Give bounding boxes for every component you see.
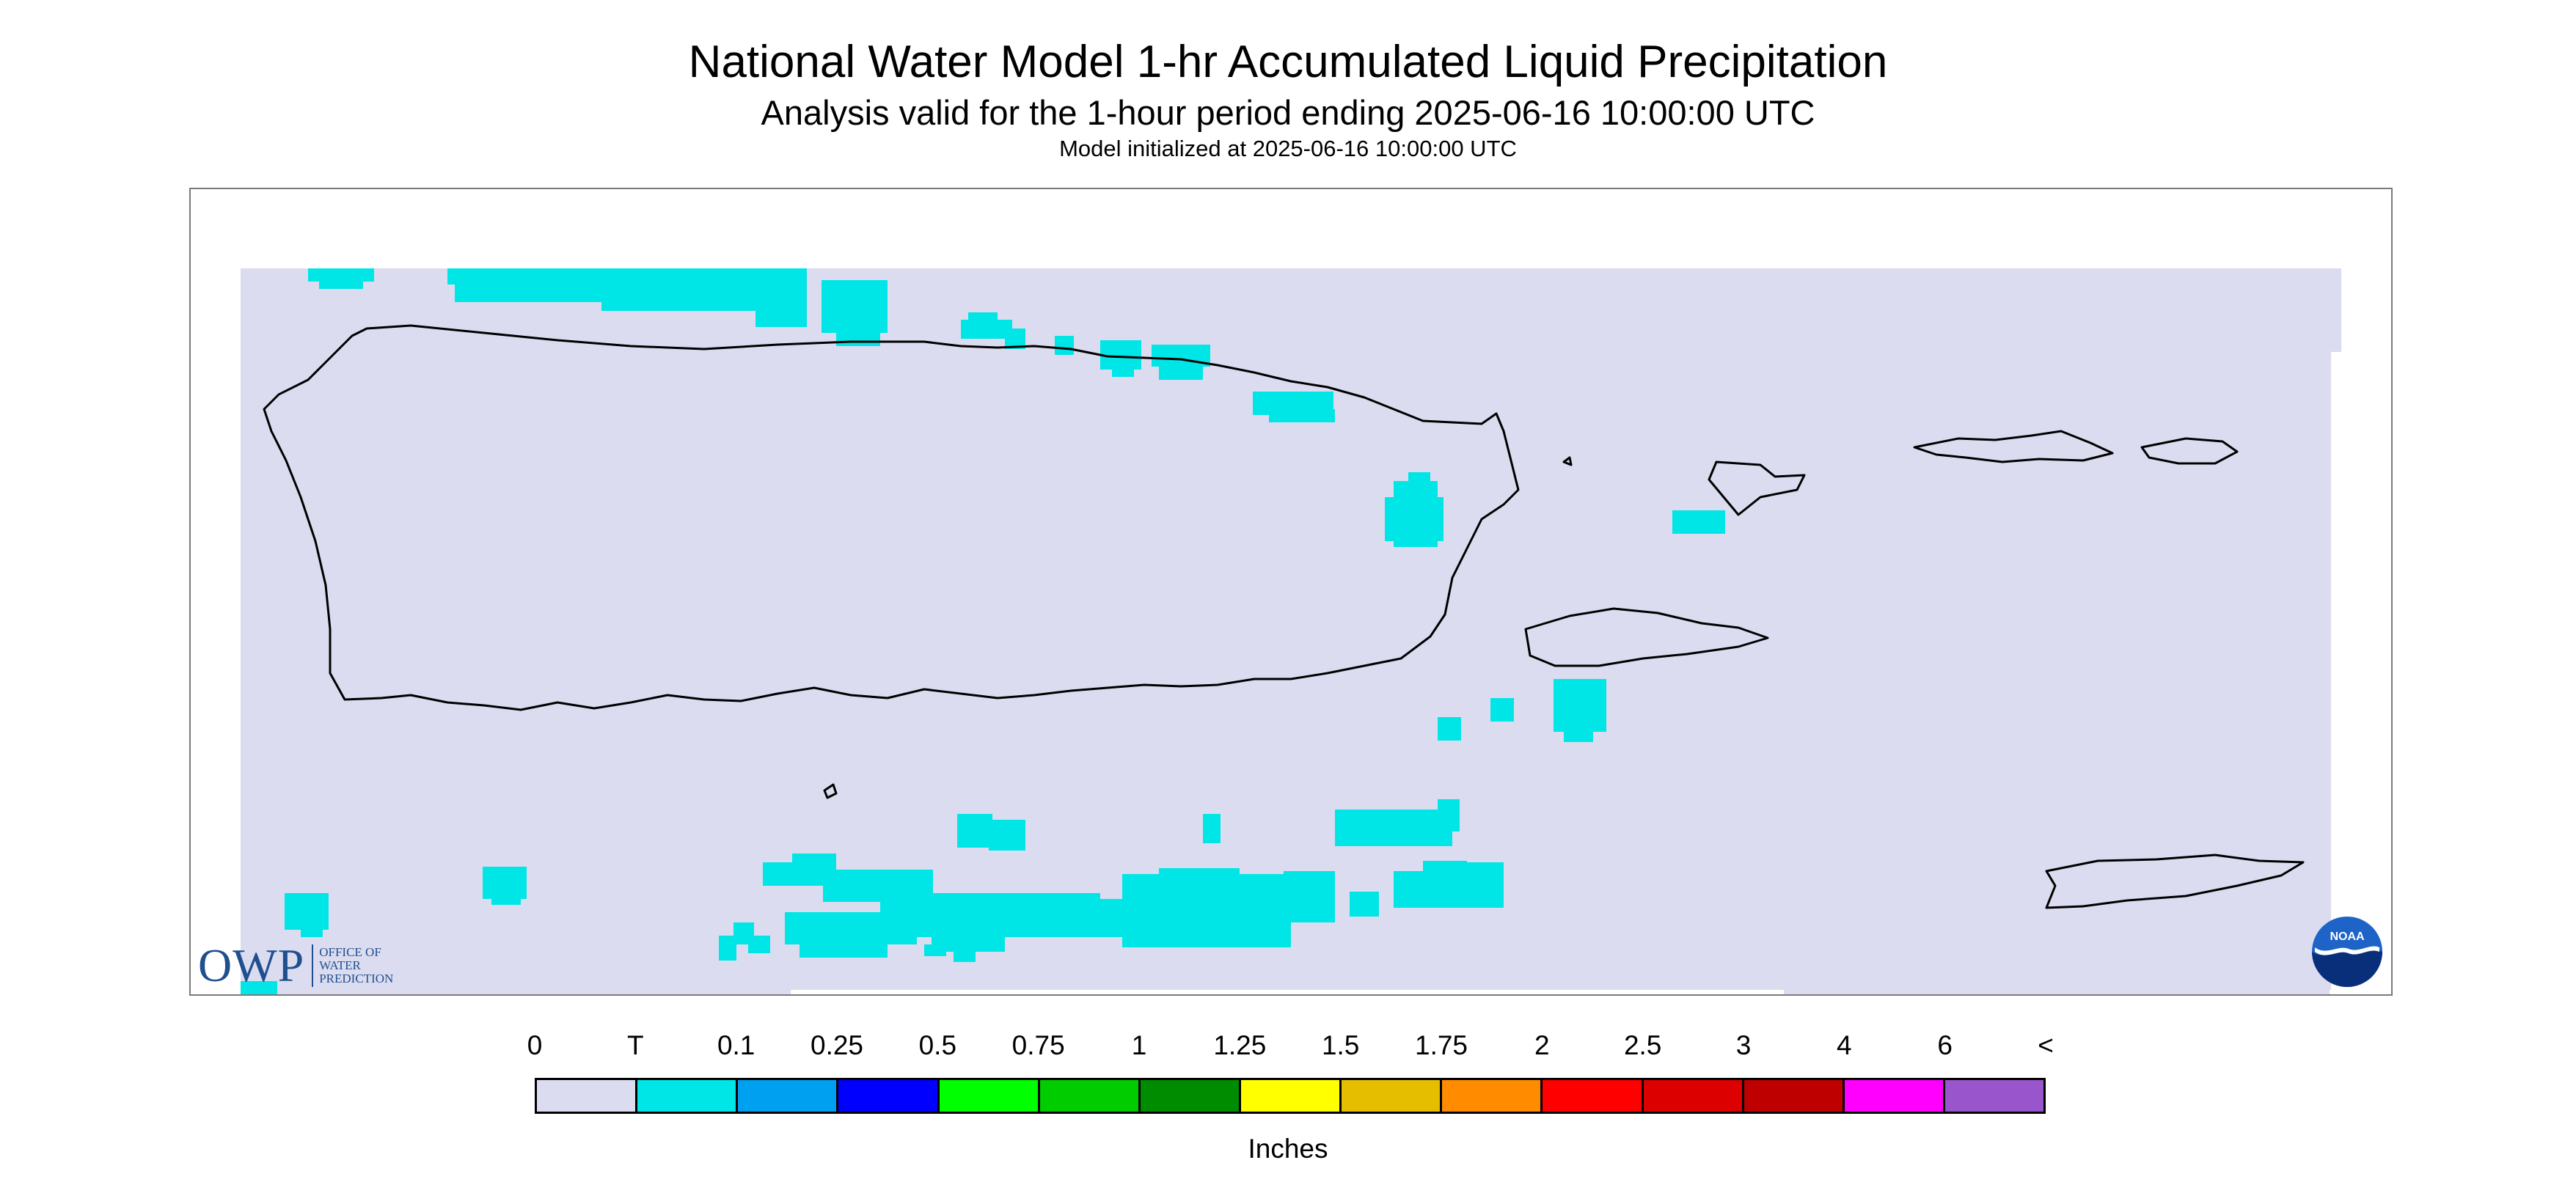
owp-divider: [312, 944, 314, 987]
precip-cell: [755, 268, 807, 327]
precip-cell: [924, 944, 946, 956]
legend-swatch: [1844, 1080, 1945, 1112]
precip-cell: [1203, 814, 1221, 843]
precip-cell: [1269, 409, 1335, 422]
precip-cell: [491, 895, 521, 905]
legend-swatch: [1240, 1080, 1342, 1112]
legend-tick-label: 0.5: [918, 1030, 957, 1060]
grid-gap: [791, 990, 1784, 994]
precip-cell: [968, 312, 998, 323]
precip-cell: [799, 944, 888, 958]
precip-cell: [954, 944, 976, 962]
legend-swatch: [838, 1080, 940, 1112]
legend-swatch: [1039, 1080, 1141, 1112]
precip-cell: [301, 922, 323, 937]
precip-cell: [1100, 340, 1141, 370]
coastlines: [263, 324, 2305, 909]
precip-cell: [1385, 497, 1443, 541]
legend-swatch: [637, 1080, 739, 1112]
precip-cell: [319, 277, 363, 289]
legend-tick-label: 6: [1937, 1030, 1953, 1060]
legend-tick-label: 2.5: [1623, 1030, 1662, 1060]
owp-line: PREDICTION: [319, 972, 394, 985]
precip-cell: [1564, 732, 1593, 742]
precip-cell: [1159, 868, 1240, 880]
vieques-outline: [1524, 607, 1769, 667]
precip-cell: [1467, 862, 1504, 887]
precip-cell: [989, 820, 1025, 851]
precip-cell: [1438, 717, 1461, 741]
culebra-outline: [1708, 460, 1806, 516]
precip-cell: [1438, 799, 1460, 832]
legend-tick-label: 0.25: [810, 1030, 864, 1060]
precip-cell: [1423, 861, 1467, 876]
precip-cell: [1554, 679, 1606, 732]
precip-cell: [241, 981, 277, 994]
map-panel[interactable]: [189, 188, 2393, 996]
precip-cell: [957, 814, 992, 848]
desecheo-outline: [823, 783, 838, 799]
precip-cell: [1240, 878, 1284, 922]
precip-cell: [1284, 871, 1335, 922]
precip-cell: [785, 912, 917, 944]
precip-cell: [719, 936, 736, 961]
mona-cay-outline: [1562, 456, 1573, 466]
precip-cell: [1672, 510, 1725, 534]
precip-cell: [1408, 472, 1430, 487]
precip-cell: [1490, 698, 1514, 722]
model-initialized-note: Model initialized at 2025-06-16 10:00:00…: [1059, 136, 1517, 161]
legend-tick-label: 1.25: [1213, 1030, 1267, 1060]
precip-cell: [961, 320, 1012, 339]
legend-tick-label: 4: [1837, 1030, 1852, 1060]
legend-tick-label: 0: [527, 1030, 543, 1060]
legend-tick-label: 0.1: [717, 1030, 755, 1060]
legend-swatch: [939, 1080, 1040, 1112]
legend-unit-label: Inches: [1248, 1134, 1328, 1164]
noaa-logo-text: NOAA: [2330, 930, 2365, 943]
legend-swatch: [1140, 1080, 1241, 1112]
legend-tick-label: 0.75: [1011, 1030, 1065, 1060]
noaa-logo-icon: NOAA: [2312, 917, 2382, 987]
legend-tick-label: 1.5: [1321, 1030, 1360, 1060]
precipitation-map: [241, 268, 2341, 994]
legend-swatch: [1543, 1080, 1644, 1112]
grid-edge-notch: [2331, 352, 2341, 994]
legend-tick-label: T: [627, 1030, 644, 1060]
legend-swatch: [1643, 1080, 1744, 1112]
grid-gap: [2330, 990, 2341, 994]
precip-cell: [483, 867, 527, 899]
legend-swatch: [1743, 1080, 1845, 1112]
legend-swatch: [738, 1080, 839, 1112]
st-thomas-outline: [1913, 430, 2114, 463]
owp-words: OFFICE OF WATER PREDICTION: [319, 946, 393, 985]
legend-tick-label: 2: [1534, 1030, 1550, 1060]
st-john-outline: [2140, 437, 2239, 465]
map-subtitle: Analysis valid for the 1-hour period end…: [761, 93, 1815, 132]
legend-tick-label: 1: [1131, 1030, 1147, 1060]
st-croix-outline: [2045, 854, 2305, 909]
legend-tick-label: 1.75: [1414, 1030, 1468, 1060]
legend-swatch: [1342, 1080, 1443, 1112]
owp-line: OFFICE OF: [319, 945, 381, 959]
owp-line: WATER: [319, 958, 361, 972]
legend-swatch: [537, 1080, 638, 1112]
precip-cell: [792, 854, 836, 865]
puerto-rico-outline: [263, 324, 1520, 711]
legend-color-bar: [535, 1078, 2046, 1114]
owp-mark: OWP: [198, 939, 305, 991]
legend-swatch: [1944, 1080, 2044, 1112]
legend-swatch: [1442, 1080, 1543, 1112]
owp-logo: OWP OFFICE OF WATER PREDICTION: [198, 942, 393, 989]
precip-cell: [1112, 365, 1134, 377]
legend-tick-label: 3: [1735, 1030, 1752, 1060]
map-title: National Water Model 1-hr Accumulated Li…: [688, 37, 1888, 87]
precip-cell: [1335, 810, 1452, 846]
precip-cell: [1350, 892, 1379, 917]
precip-cell: [748, 936, 770, 953]
legend-tick-label: <: [2038, 1030, 2054, 1060]
precip-cell: [1055, 336, 1074, 355]
precip-cell: [1159, 365, 1203, 380]
